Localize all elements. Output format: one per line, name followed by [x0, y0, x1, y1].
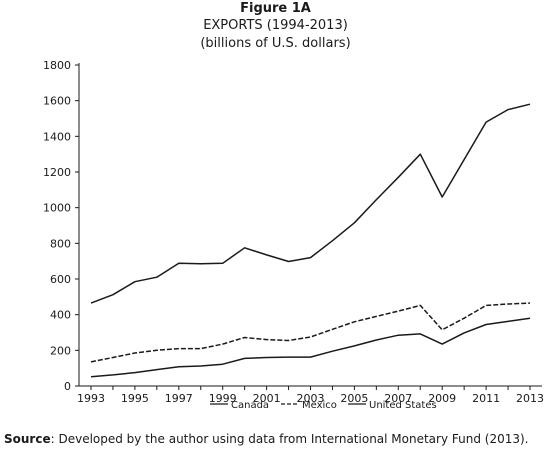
y-tick-label: 1400	[43, 130, 71, 143]
x-tick-label: 2013	[516, 392, 544, 405]
legend-label-united-states: United States	[369, 400, 437, 411]
x-tick-label: 2001	[253, 392, 281, 405]
x-tick-label: 1999	[209, 392, 237, 405]
y-tick-label: 0	[64, 380, 71, 393]
y-tick-label: 600	[50, 273, 71, 286]
y-tick-label: 200	[50, 344, 71, 357]
legend-label-mexico: Mexico	[302, 400, 337, 411]
series-line-united-states	[90, 103, 531, 304]
y-tick-label: 1600	[43, 95, 71, 108]
chart-subtitle: EXPORTS (1994-2013)	[203, 18, 348, 33]
x-tick-label: 1997	[165, 392, 193, 405]
x-tick-label: 2011	[472, 392, 500, 405]
source-label: Source	[4, 432, 51, 446]
legend-label-canada: Canada	[231, 400, 269, 411]
x-tick-label: 2009	[428, 392, 456, 405]
line-chart: 0 200 400 600 800 1000 1200 1400 1600 1800 1993 199…	[43, 59, 544, 411]
y-tick-label: 1000	[43, 202, 71, 215]
source-text: : Developed by the author using data fro…	[50, 432, 529, 446]
x-tick-label: 1995	[121, 392, 149, 405]
y-tick-label: 400	[50, 309, 71, 322]
chart-subtitle-units: (billions of U.S. dollars)	[200, 36, 351, 51]
source-note: Source: Developed by the author using da…	[4, 432, 529, 446]
x-tick-label: 1993	[77, 392, 105, 405]
y-tick-label: 1800	[43, 59, 71, 72]
series-line-mexico	[90, 302, 531, 363]
x-tick-label: 2007	[384, 392, 412, 405]
series-line-canada	[90, 317, 531, 378]
chart-title: Figure 1A	[240, 1, 311, 16]
x-tick-label: 2003	[297, 392, 325, 405]
y-tick-label: 1200	[43, 166, 71, 179]
y-tick-label: 800	[50, 237, 71, 250]
x-tick-label: 2005	[340, 392, 368, 405]
